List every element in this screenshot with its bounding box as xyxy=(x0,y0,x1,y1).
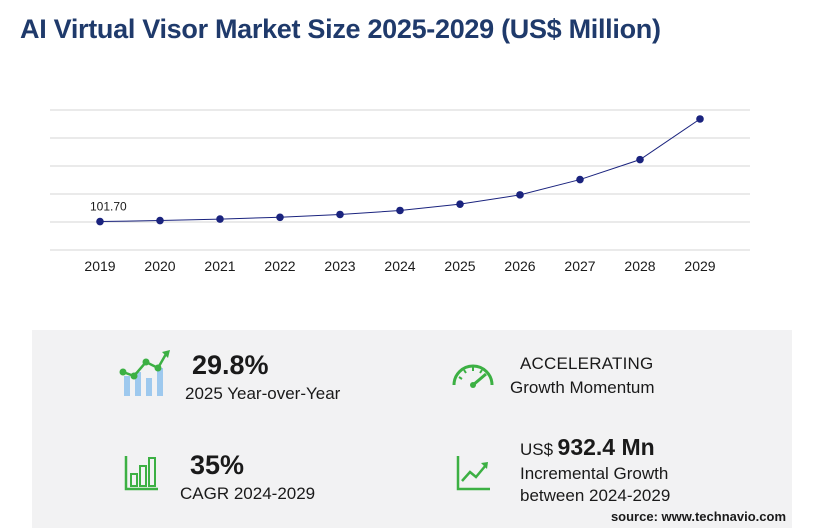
data-point xyxy=(696,115,704,123)
x-tick-label: 2019 xyxy=(84,258,115,274)
bar-chart-icon xyxy=(124,456,158,491)
data-point xyxy=(456,200,464,208)
data-point xyxy=(96,217,104,226)
source-credit: source: www.technavio.com xyxy=(610,509,786,524)
x-tick-label: 2026 xyxy=(504,258,535,274)
momentum-line2: Growth Momentum xyxy=(510,378,655,397)
incremental-value: 932.4 Mn xyxy=(557,434,655,460)
cagr-value: 35% xyxy=(190,450,245,480)
yoy-value: 29.8% xyxy=(192,350,269,380)
data-label: 101.70 xyxy=(90,200,127,214)
incremental-line1: Incremental Growth xyxy=(520,464,669,483)
x-tick-label: 2025 xyxy=(444,258,475,274)
data-point xyxy=(216,215,224,223)
data-point xyxy=(336,210,344,219)
bar-growth-icon xyxy=(119,350,170,396)
data-point xyxy=(156,216,164,225)
line-chart: 2019 2020 2021 2022 2023 2024 2025 2026 2027 2028… xyxy=(50,109,750,274)
trend-up-icon xyxy=(456,456,490,491)
cagr-label: CAGR 2024-2029 xyxy=(180,484,316,503)
data-point xyxy=(576,175,584,184)
yoy-label: 2025 Year-over-Year xyxy=(185,384,341,403)
x-tick-label: 2027 xyxy=(564,258,595,274)
series-line xyxy=(99,118,701,223)
incremental-line2: between 2024-2029 xyxy=(520,486,671,505)
x-tick-label: 2028 xyxy=(624,258,655,274)
incremental-value-row: US$ 932.4 Mn xyxy=(520,434,655,461)
data-point xyxy=(276,213,284,222)
x-tick-label: 2021 xyxy=(204,258,235,274)
incremental-currency: US$ xyxy=(520,440,554,459)
x-tick-label: 2023 xyxy=(324,258,355,274)
momentum-line1: ACCELERATING xyxy=(520,354,654,373)
chart-title: AI Virtual Visor Market Size 2025-2029 (… xyxy=(20,14,661,44)
x-tick-label: 2022 xyxy=(264,258,295,274)
x-tick-label: 2020 xyxy=(144,258,175,274)
data-point xyxy=(636,155,644,164)
data-point xyxy=(516,191,524,199)
stats-panel: 29.8% 2025 Year-over-Year ACCELERATING G… xyxy=(32,330,792,528)
x-tick-label: 2024 xyxy=(384,258,415,274)
speedometer-icon xyxy=(452,364,494,388)
x-tick-label: 2029 xyxy=(684,258,715,274)
data-point xyxy=(396,206,404,215)
